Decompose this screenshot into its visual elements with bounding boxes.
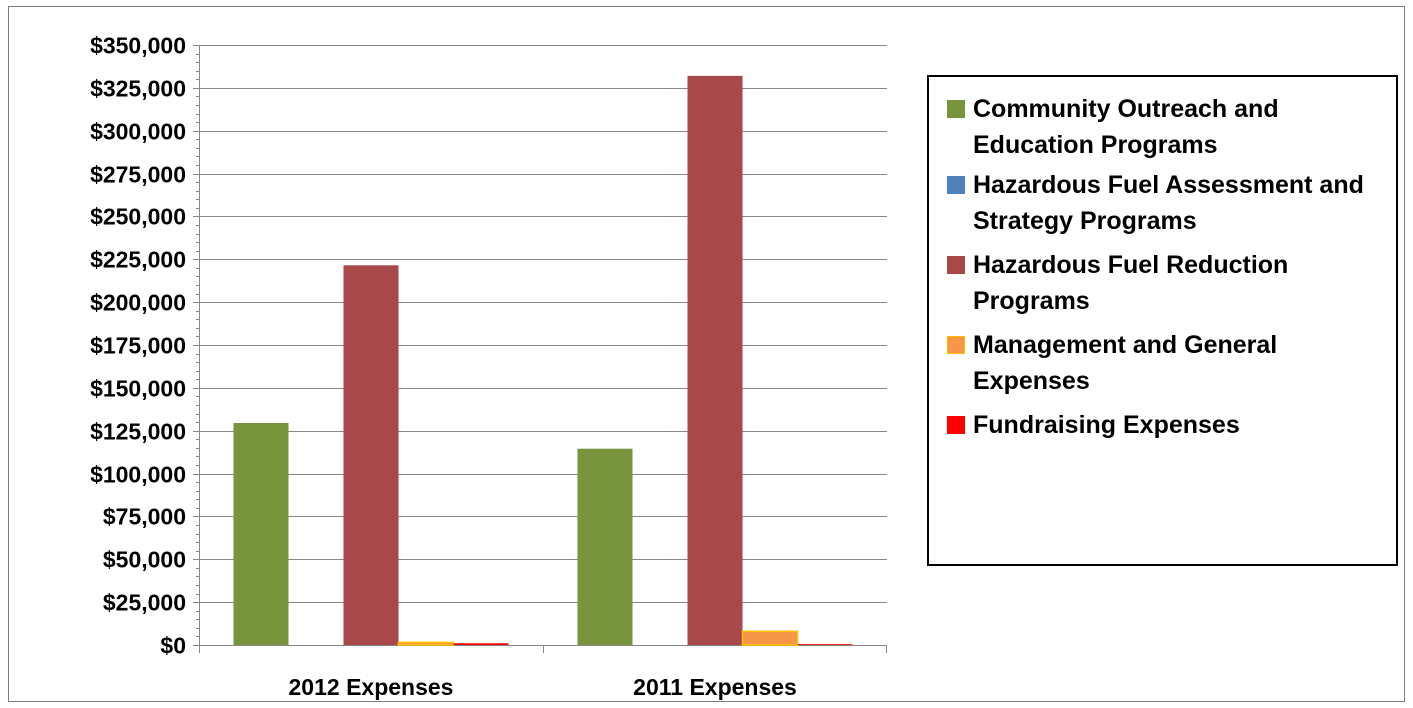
legend-label: Fundraising Expenses xyxy=(973,411,1240,439)
bar xyxy=(233,423,289,645)
x-tick-label: 2011 Expenses xyxy=(633,674,797,700)
legend-label: Hazardous Fuel Reduction Programs xyxy=(973,251,1289,315)
y-tick-label: $125,000 xyxy=(90,419,186,445)
chart-frame: $0 $25,000 $50,000 $75,000 $100,000 $125,000 $… xyxy=(8,6,1405,702)
y-tick-label: $150,000 xyxy=(90,376,186,402)
y-tick-label: $225,000 xyxy=(90,247,186,273)
y-tick-label: $75,000 xyxy=(103,504,186,530)
legend-swatch xyxy=(947,100,965,118)
bar xyxy=(687,75,743,646)
legend-swatch xyxy=(947,336,965,354)
bar xyxy=(577,448,633,645)
legend-label: Community Outreach and Education Program… xyxy=(973,95,1279,159)
y-tick-label: $200,000 xyxy=(90,290,186,316)
bar xyxy=(797,644,853,645)
y-tick-label: $25,000 xyxy=(103,590,186,616)
legend-swatch xyxy=(947,256,965,274)
legend-swatch xyxy=(947,416,965,434)
chart-legend: Community Outreach and Education Program… xyxy=(927,75,1398,566)
bar-chart: $0 $25,000 $50,000 $75,000 $100,000 $125,000 $… xyxy=(90,33,887,700)
y-tick-label: $275,000 xyxy=(90,162,186,188)
legend-label: Management and General Expenses xyxy=(973,331,1278,395)
x-tick-label: 2012 Expenses xyxy=(289,674,454,700)
y-tick-label: $300,000 xyxy=(90,119,186,145)
y-tick-label: $250,000 xyxy=(90,204,186,230)
bar xyxy=(397,641,455,646)
y-tick-label: $350,000 xyxy=(90,33,186,59)
bar xyxy=(741,630,799,646)
y-tick-label: $175,000 xyxy=(90,333,186,359)
y-tick-label: $100,000 xyxy=(90,462,186,488)
y-tick-label: $50,000 xyxy=(103,547,186,573)
bar xyxy=(343,265,399,645)
bar xyxy=(453,643,509,645)
legend-label: Hazardous Fuel Assessment and Strategy P… xyxy=(973,171,1364,235)
y-tick-label: $0 xyxy=(160,633,186,659)
legend-swatch xyxy=(947,176,965,194)
y-tick-label: $325,000 xyxy=(90,76,186,102)
